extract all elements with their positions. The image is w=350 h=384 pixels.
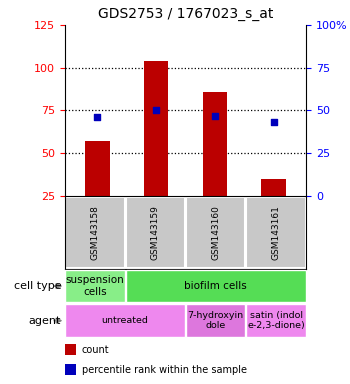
Point <box>271 119 277 126</box>
Text: GSM143158: GSM143158 <box>90 205 99 260</box>
Bar <box>65 270 125 302</box>
Text: percentile rank within the sample: percentile rank within the sample <box>82 364 247 375</box>
Point <box>94 114 100 120</box>
Text: agent: agent <box>29 316 61 326</box>
Text: satin (indol
e-2,3-dione): satin (indol e-2,3-dione) <box>247 311 305 330</box>
Point <box>153 107 159 114</box>
Bar <box>65 305 185 337</box>
Text: GSM143161: GSM143161 <box>272 205 281 260</box>
Text: suspension
cells: suspension cells <box>65 275 124 297</box>
Title: GDS2753 / 1767023_s_at: GDS2753 / 1767023_s_at <box>98 7 273 21</box>
Text: 7-hydroxyin
dole: 7-hydroxyin dole <box>188 311 244 330</box>
Bar <box>186 305 245 337</box>
Text: count: count <box>82 345 109 355</box>
Text: biofilm cells: biofilm cells <box>184 281 247 291</box>
Bar <box>203 92 227 196</box>
Bar <box>246 305 306 337</box>
Text: GSM143160: GSM143160 <box>211 205 220 260</box>
Text: untreated: untreated <box>102 316 148 325</box>
Text: cell type: cell type <box>14 281 61 291</box>
Bar <box>65 364 76 375</box>
Bar <box>144 61 168 196</box>
Bar <box>126 197 185 268</box>
Bar <box>261 179 286 196</box>
Bar <box>85 141 110 196</box>
Bar <box>65 344 76 355</box>
Bar <box>65 197 125 268</box>
Point <box>212 113 218 119</box>
Bar <box>126 270 306 302</box>
Bar <box>246 197 306 268</box>
Text: GSM143159: GSM143159 <box>151 205 160 260</box>
Bar <box>186 197 245 268</box>
